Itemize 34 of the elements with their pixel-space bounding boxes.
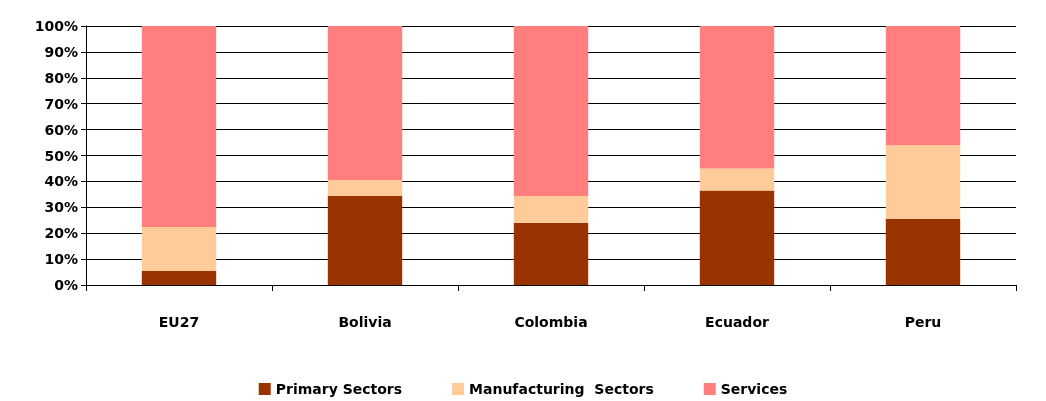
y-tick-label: 100% <box>34 18 78 34</box>
y-tick-label: 30% <box>44 199 78 216</box>
x-tick-label: Peru <box>904 314 942 330</box>
y-tick-label: 80% <box>44 69 78 86</box>
bar <box>885 218 961 285</box>
y-tick-label: 40% <box>44 173 78 190</box>
bar <box>327 195 403 285</box>
y-tick-label: 20% <box>44 225 78 242</box>
bar <box>327 180 403 196</box>
bar <box>699 190 775 285</box>
x-tick-label: Ecuador <box>705 314 769 330</box>
y-tick-label: 50% <box>44 147 78 164</box>
bar <box>141 271 217 285</box>
bar <box>513 26 589 196</box>
y-tick-label: 70% <box>44 95 78 112</box>
y-tick-label: 60% <box>44 121 78 138</box>
y-tick-label: 90% <box>44 43 78 60</box>
x-tick-label: EU27 <box>158 314 200 330</box>
legend-label: Services <box>720 381 788 397</box>
bar <box>885 26 961 146</box>
legend-label: Primary Sectors <box>275 381 403 397</box>
legend-label: Manufacturing Sectors <box>469 381 654 397</box>
bar <box>885 145 961 219</box>
bar <box>141 226 217 272</box>
bar <box>699 26 775 169</box>
bar <box>699 168 775 191</box>
y-tick-label: 0% <box>54 277 78 293</box>
x-tick-label: Bolivia <box>338 314 392 330</box>
x-tick-label: Colombia <box>514 314 588 330</box>
bar <box>141 26 217 227</box>
bar <box>513 195 589 223</box>
y-tick-label: 10% <box>44 251 78 268</box>
bar <box>513 222 589 285</box>
bar <box>327 26 403 181</box>
